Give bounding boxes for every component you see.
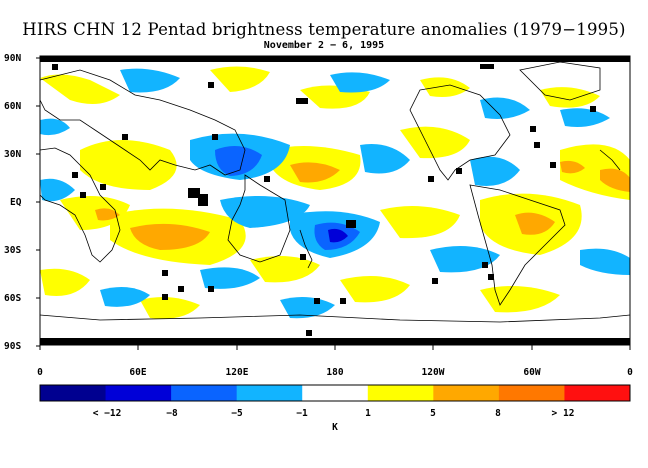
coastlines: [39, 61, 631, 323]
latitude-axis: 90N 60N 30N EQ 30S 60S 90S: [4, 53, 40, 352]
colorbar-swatch: [171, 385, 238, 401]
colorbar-swatch: [498, 385, 565, 401]
colorbar-label: 1: [365, 408, 371, 419]
lat-label: 60S: [4, 293, 21, 304]
lon-label: 120W: [422, 367, 445, 378]
lat-label: 30S: [4, 245, 21, 256]
colorbar-swatch: [302, 385, 369, 401]
colorbar-swatch: [40, 385, 107, 401]
anomaly-fields: [40, 66, 630, 319]
lat-label: 90S: [4, 341, 21, 352]
lon-label: 120E: [226, 367, 249, 378]
lat-label: 60N: [4, 101, 21, 112]
colorbar-swatch: [367, 385, 434, 401]
lat-label: EQ: [10, 197, 22, 208]
colorbar-swatch: [105, 385, 172, 401]
colorbar: < −12 −8 −5 −1 1 5 8 > 12 K: [39, 384, 631, 433]
map-subtitle: November 2 − 6, 1995: [263, 40, 385, 51]
lon-label: 60W: [523, 367, 540, 378]
lon-label: 0: [37, 367, 43, 378]
colorbar-swatch: [564, 385, 631, 401]
colorbar-label: −1: [296, 408, 308, 419]
colorbar-label: 8: [495, 408, 501, 419]
colorbar-label: −5: [231, 408, 243, 419]
colorbar-swatches: [40, 385, 631, 401]
longitude-axis: 0 60E 120E 180 120W 60W 0: [37, 345, 633, 378]
lon-label: 0: [627, 367, 633, 378]
map-title: HIRS CHN 12 Pentad brightness temperatur…: [22, 20, 626, 39]
colorbar-label: > 12: [552, 408, 575, 419]
colorbar-swatch: [236, 385, 303, 401]
colorbar-swatch: [433, 385, 500, 401]
colorbar-label: < −12: [93, 408, 122, 419]
missing-data-squares: [40, 56, 630, 345]
colorbar-frame: [39, 384, 631, 402]
lat-label: 90N: [4, 53, 21, 64]
lat-label: 30N: [4, 149, 21, 160]
colorbar-unit: K: [332, 422, 338, 433]
lon-label: 60E: [129, 367, 146, 378]
lon-label: 180: [326, 367, 343, 378]
colorbar-label: 5: [430, 408, 436, 419]
colorbar-label: −8: [166, 408, 178, 419]
